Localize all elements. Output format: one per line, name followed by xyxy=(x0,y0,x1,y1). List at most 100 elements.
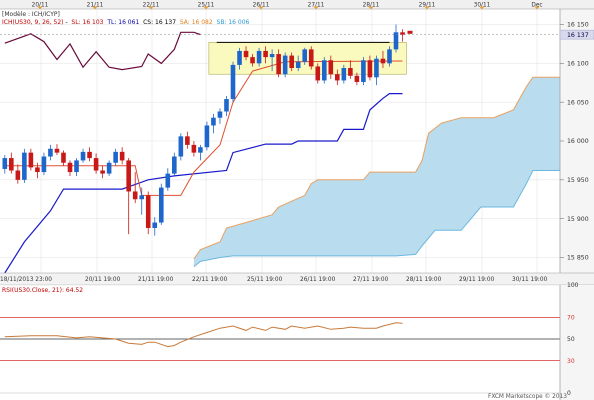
legend-cs: CS: 16 137 xyxy=(143,19,177,26)
candle xyxy=(61,150,66,166)
candle-body xyxy=(204,125,210,148)
rsi-level-label: 30 xyxy=(567,358,575,365)
candle-body xyxy=(152,222,158,228)
legend-sb: SB: 16 006 xyxy=(216,19,250,26)
candle xyxy=(295,55,301,72)
candle xyxy=(237,47,242,70)
rsi-axis-bg xyxy=(560,285,594,400)
candle xyxy=(191,141,197,157)
candle xyxy=(367,55,373,81)
candle xyxy=(178,133,184,161)
candle xyxy=(87,147,92,162)
candle xyxy=(400,29,405,42)
candle xyxy=(113,148,118,166)
candle xyxy=(315,63,321,84)
candle-body xyxy=(145,195,151,228)
candle xyxy=(100,165,105,179)
candle xyxy=(9,152,14,174)
candle xyxy=(28,148,34,171)
candle-body xyxy=(165,173,171,188)
price-tick-label: 16 050 xyxy=(567,99,589,106)
candle-body xyxy=(106,162,112,174)
price-tick-label: 16 100 xyxy=(567,61,589,68)
rsi-level-label: 100 xyxy=(567,282,579,289)
candle-body xyxy=(328,60,334,75)
candle xyxy=(172,152,177,176)
candle-body xyxy=(224,99,229,112)
candle xyxy=(302,47,308,65)
top-date-label: 26/11 xyxy=(253,3,270,9)
bottom-date-label: 26/11 19:00 xyxy=(300,277,336,283)
price-tick-label: 15 850 xyxy=(567,255,589,262)
candle xyxy=(165,168,171,191)
top-date-axis-bg xyxy=(0,0,594,9)
candle-body xyxy=(172,156,177,174)
candle-body xyxy=(35,167,40,173)
bottom-date-label: 22/11 19:00 xyxy=(192,277,228,283)
candle xyxy=(230,61,236,103)
candle-body xyxy=(100,170,105,174)
candle xyxy=(335,69,340,86)
candle-body xyxy=(276,54,281,75)
model-label: [Modèle : ICH/ICYP] xyxy=(2,11,60,18)
tenkan-sen-line xyxy=(4,60,403,196)
rsi-line xyxy=(4,322,403,348)
candle-body xyxy=(380,58,386,64)
candle-body xyxy=(243,50,249,58)
date-marker-triangle xyxy=(368,6,374,10)
price-tick-label: 16 150 xyxy=(567,22,589,29)
candle xyxy=(93,153,99,174)
top-date-label: 30/11 xyxy=(474,3,491,9)
chikou-span-line xyxy=(4,31,201,71)
price-tick-label: 15 950 xyxy=(567,177,589,184)
candle xyxy=(282,52,288,78)
candle-body xyxy=(2,158,8,169)
candle-body xyxy=(61,152,66,163)
candle xyxy=(269,49,275,72)
top-date-label: 28/11 xyxy=(363,3,380,9)
candle-body xyxy=(387,49,392,64)
price-axis[interactable]: 15 850 15 900 15 950 16 000 16 050 16 100 16 1… xyxy=(560,22,589,262)
candle-body xyxy=(256,50,262,64)
candle xyxy=(80,148,86,163)
candle-body xyxy=(211,117,216,126)
candle-body xyxy=(269,54,275,58)
candle xyxy=(22,148,27,183)
candle xyxy=(54,144,60,155)
candle xyxy=(74,158,79,176)
candle xyxy=(374,55,379,86)
candle xyxy=(321,57,327,84)
candle xyxy=(328,55,334,79)
legend-sa: SA: 16 082 xyxy=(179,19,213,26)
candle-body xyxy=(41,156,47,173)
bottom-date-label: 27/11 19:00 xyxy=(353,277,389,283)
candle-body xyxy=(126,160,131,192)
candle xyxy=(361,57,366,86)
candle xyxy=(119,147,125,165)
top-date-label: 25/11 xyxy=(198,3,215,9)
candle-body xyxy=(80,151,86,161)
candle xyxy=(106,160,112,176)
last-price-label: 16 137 xyxy=(567,32,589,39)
candle xyxy=(211,113,216,134)
candle-body xyxy=(178,136,184,157)
candle-body xyxy=(250,57,255,64)
candle-body xyxy=(289,55,294,69)
candle xyxy=(198,144,203,161)
top-date-label: Dec xyxy=(531,3,542,9)
date-marker-triangle xyxy=(313,6,319,10)
candle-body xyxy=(87,151,92,159)
date-marker-triangle xyxy=(203,6,209,10)
bottom-date-label: 20/11 19:00 xyxy=(85,277,121,283)
candle-body xyxy=(28,152,34,168)
bottom-date-axis: 18/11/2013 23:00 20/11 19:00 21/11 19:00 22… xyxy=(0,277,548,283)
candle-body xyxy=(367,60,373,78)
candle-body xyxy=(230,64,236,100)
kumo-cloud xyxy=(193,77,572,267)
candle-body xyxy=(282,55,288,75)
candle-body xyxy=(48,148,53,157)
main-price-panel xyxy=(0,9,572,274)
candle xyxy=(276,49,281,78)
watermark: FXCM Marketscope © 2013 xyxy=(488,393,567,400)
